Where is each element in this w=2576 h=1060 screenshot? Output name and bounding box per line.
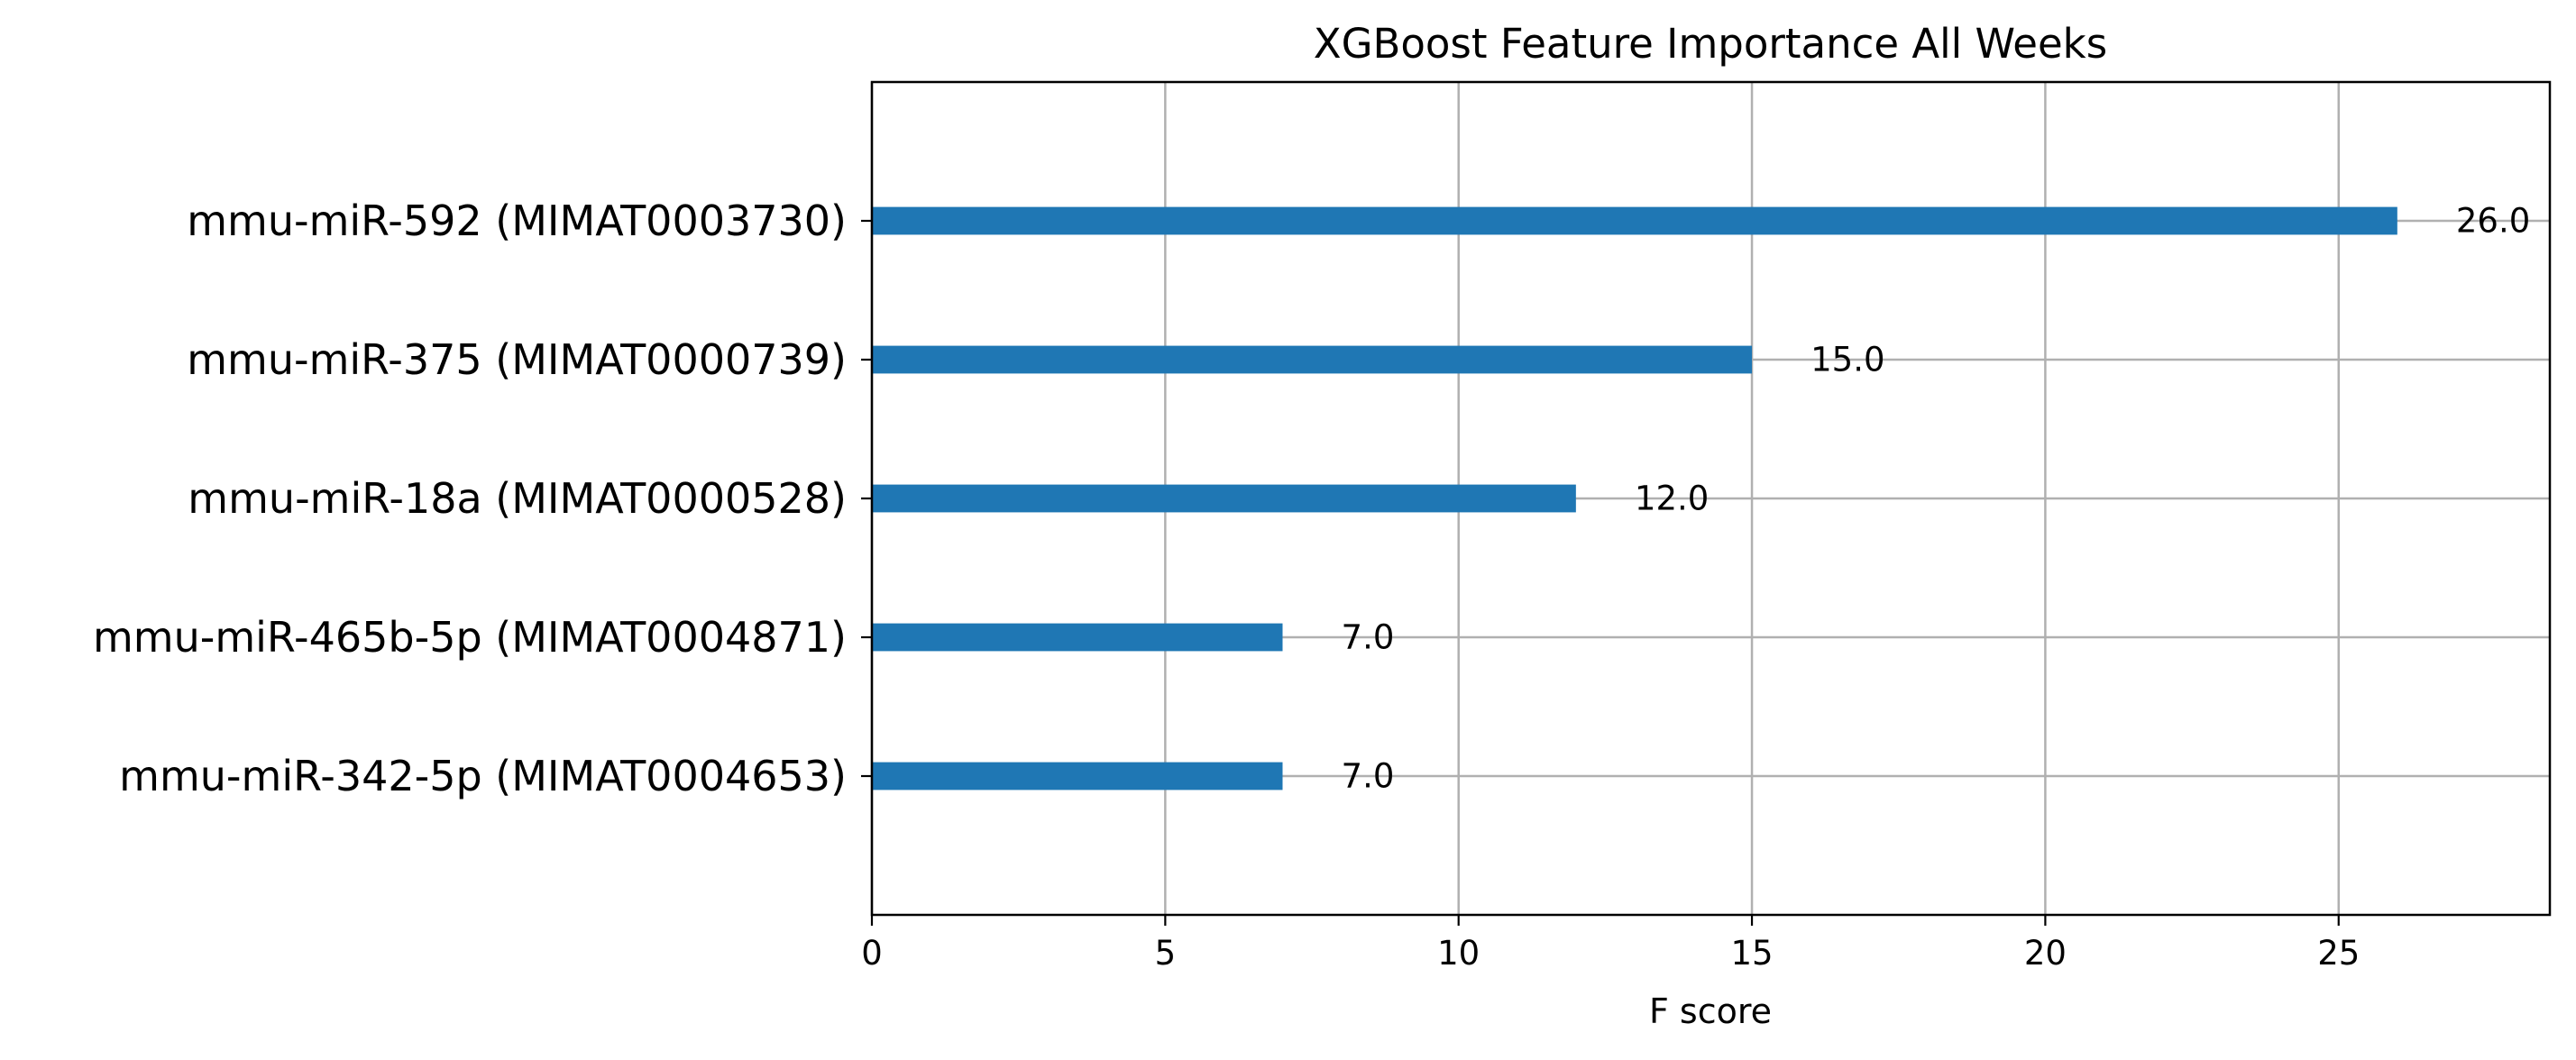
bars — [872, 206, 2397, 790]
x-axis-ticks: 0 5 10 15 20 25 — [861, 915, 2360, 973]
data-label: 12.0 — [1635, 480, 1709, 518]
x-tick-label: 0 — [861, 934, 883, 973]
data-labels: 26.0 15.0 12.0 7.0 7.0 — [1342, 202, 2531, 796]
chart-title: XGBoost Feature Importance All Weeks — [1314, 20, 2107, 68]
bar — [872, 623, 1283, 652]
y-tick-label: mmu-miR-342-5p (MIMAT0004653) — [119, 752, 847, 800]
bar — [872, 762, 1283, 790]
y-tick-label: mmu-miR-592 (MIMAT0003730) — [187, 196, 847, 245]
bar — [872, 484, 1576, 513]
x-tick-label: 25 — [2317, 934, 2360, 973]
x-tick-label: 20 — [2024, 934, 2067, 973]
x-axis-label: F score — [1649, 991, 1772, 1031]
x-tick-label: 5 — [1155, 934, 1177, 973]
data-label: 15.0 — [1811, 341, 1884, 379]
plot-frame — [870, 80, 2552, 917]
x-tick-label: 15 — [1731, 934, 1774, 973]
data-label: 7.0 — [1342, 618, 1395, 657]
data-label: 26.0 — [2456, 202, 2530, 241]
data-label: 7.0 — [1342, 757, 1395, 796]
bar — [872, 345, 1753, 374]
bar — [872, 206, 2397, 235]
y-tick-label: mmu-miR-375 (MIMAT0000739) — [187, 335, 847, 384]
y-tick-label: mmu-miR-18a (MIMAT0000528) — [188, 474, 847, 523]
y-axis-ticks: mmu-miR-592 (MIMAT0003730) mmu-miR-375 (M… — [93, 196, 872, 800]
x-tick-label: 10 — [1437, 934, 1480, 973]
y-tick-label: mmu-miR-465b-5p (MIMAT0004871) — [93, 613, 847, 662]
